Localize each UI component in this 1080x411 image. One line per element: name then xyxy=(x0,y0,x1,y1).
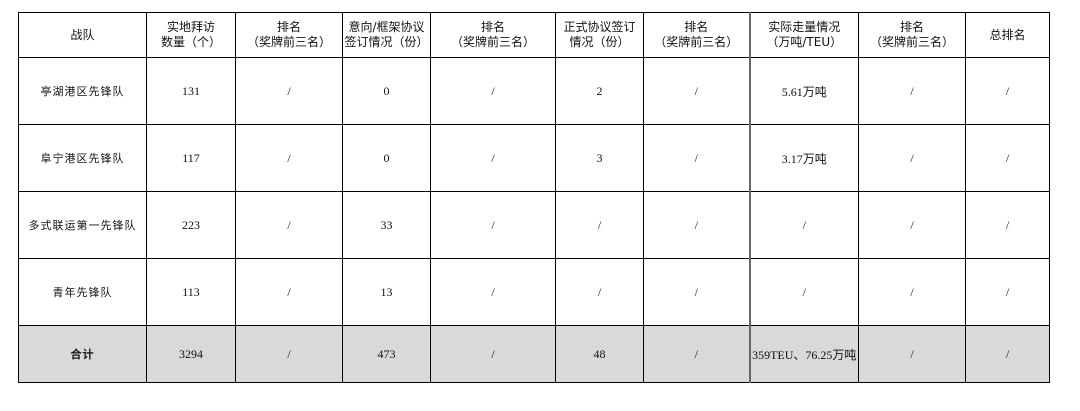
table-cell: / xyxy=(643,124,750,192)
table-cell: 5.61万吨 xyxy=(748,57,859,125)
table-cell: / xyxy=(965,57,1050,125)
team-name-cell: 多式联运第一先锋队 xyxy=(18,191,147,259)
column-header: 战队 xyxy=(18,12,147,58)
table-cell: / xyxy=(643,57,750,125)
column-header: 排名 （奖牌前三名） xyxy=(235,12,343,58)
table-cell: 3.17万吨 xyxy=(748,124,859,192)
table-cell: 0 xyxy=(342,124,431,192)
table-cell: / xyxy=(643,258,750,326)
table-cell: / xyxy=(965,258,1050,326)
table-cell: 359TEU、76.25万吨 xyxy=(748,325,859,383)
table-cell: 33 xyxy=(342,191,431,259)
table-cell: / xyxy=(235,325,343,383)
table-cell: / xyxy=(965,325,1050,383)
team-name-cell: 阜宁港区先锋队 xyxy=(18,124,147,192)
table-cell: / xyxy=(430,124,556,192)
column-header: 排名 （奖牌前三名） xyxy=(430,12,556,58)
table-cell: / xyxy=(748,258,859,326)
team-ranking-table: 战队 实地拜访 数量（个） 排名 （奖牌前三名） 意向/框架协议 签订情况（份） 排名 （奖牌前… xyxy=(18,12,1050,383)
table-row: 阜宁港区先锋队 117/0/3/3.17万吨 / / xyxy=(18,124,1050,192)
column-header: 实际走量情况 （万吨/TEU） xyxy=(748,12,859,58)
table-cell: 3294 xyxy=(146,325,236,383)
table-cell: / xyxy=(235,57,343,125)
table-cell: / xyxy=(235,258,343,326)
column-header: 总排名 xyxy=(965,12,1050,58)
table-cell: 2 xyxy=(555,57,644,125)
table-cell: / xyxy=(643,325,750,383)
table-cell: 3 xyxy=(555,124,644,192)
table-cell: 48 xyxy=(555,325,644,383)
table-cell: / xyxy=(965,191,1050,259)
table-cell: / xyxy=(430,258,556,326)
team-name-cell: 亭湖港区先锋队 xyxy=(18,57,147,125)
table-cell: / xyxy=(430,57,556,125)
column-header: 排名 （奖牌前三名） xyxy=(858,12,966,58)
table-cell: 223 xyxy=(146,191,236,259)
table-cell: / xyxy=(858,57,966,125)
table-cell: / xyxy=(858,325,966,383)
team-name-cell: 合计 xyxy=(18,325,147,383)
team-name-cell: 青年先锋队 xyxy=(18,258,147,326)
table-cell: 473 xyxy=(342,325,431,383)
column-header: 正式协议签订 情况（份） xyxy=(555,12,644,58)
table-cell: / xyxy=(555,258,644,326)
table-cell: / xyxy=(858,124,966,192)
table-cell: / xyxy=(555,191,644,259)
table-row: 青年先锋队 113/13// / / / / xyxy=(18,258,1050,326)
header-row: 战队 实地拜访 数量（个） 排名 （奖牌前三名） 意向/框架协议 签订情况（份） 排名 （奖牌前… xyxy=(18,12,1050,58)
table-cell: / xyxy=(748,191,859,259)
table-cell: / xyxy=(965,124,1050,192)
table-cell: 117 xyxy=(146,124,236,192)
table-cell: / xyxy=(430,325,556,383)
table-row: 亭湖港区先锋队 131/0/2/5.61万吨 / / xyxy=(18,57,1050,125)
table-cell: 113 xyxy=(146,258,236,326)
table-cell: / xyxy=(235,191,343,259)
table-cell: 131 xyxy=(146,57,236,125)
table-cell: 0 xyxy=(342,57,431,125)
table-cell: / xyxy=(858,191,966,259)
table-row: 多式联运第一先锋队 223/33// / / / / xyxy=(18,191,1050,259)
table-cell: / xyxy=(235,124,343,192)
table-cell: 13 xyxy=(342,258,431,326)
table-cell: / xyxy=(430,191,556,259)
column-header: 意向/框架协议 签订情况（份） xyxy=(342,12,431,58)
total-row: 合计 3294/473/48/359TEU、76.25万吨 / / xyxy=(18,325,1050,383)
column-header: 排名 （奖牌前三名） xyxy=(643,12,750,58)
table-cell: / xyxy=(858,258,966,326)
column-header: 实地拜访 数量（个） xyxy=(146,12,236,58)
table-cell: / xyxy=(643,191,750,259)
